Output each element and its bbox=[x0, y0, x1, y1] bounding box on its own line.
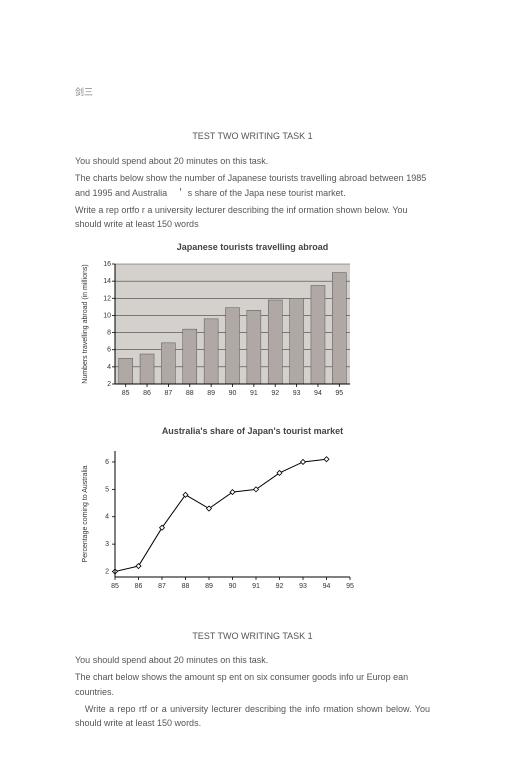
line-chart-svg: 2 3 4 5 6 85 86 87 88 89 90 91 92 93 94 95 Percentage co… bbox=[75, 441, 365, 599]
svg-text:86: 86 bbox=[143, 390, 151, 397]
svg-text:3: 3 bbox=[105, 541, 109, 548]
top-label: 剑三 bbox=[75, 85, 430, 99]
svg-text:14: 14 bbox=[103, 278, 111, 285]
svg-text:93: 93 bbox=[293, 390, 301, 397]
svg-text:91: 91 bbox=[250, 390, 258, 397]
svg-text:93: 93 bbox=[299, 583, 307, 590]
svg-text:6: 6 bbox=[107, 347, 111, 354]
svg-text:85: 85 bbox=[122, 390, 130, 397]
svg-text:88: 88 bbox=[182, 583, 190, 590]
svg-text:4: 4 bbox=[105, 513, 109, 520]
line-chart-title: Australia's share of Japan's tourist mar… bbox=[75, 424, 430, 438]
svg-text:87: 87 bbox=[165, 390, 173, 397]
svg-text:92: 92 bbox=[276, 583, 284, 590]
svg-text:16: 16 bbox=[103, 261, 111, 268]
svg-text:2: 2 bbox=[107, 381, 111, 388]
svg-text:8: 8 bbox=[107, 330, 111, 337]
svg-text:90: 90 bbox=[229, 583, 237, 590]
task2-line3: Write a repo rtf or a university lecture… bbox=[75, 702, 430, 731]
task2-line2: The chart below shows the amount sp ent … bbox=[75, 670, 430, 699]
svg-text:92: 92 bbox=[271, 390, 279, 397]
svg-text:87: 87 bbox=[158, 583, 166, 590]
svg-text:10: 10 bbox=[103, 313, 111, 320]
task1-line1: You should spend about 20 minutes on thi… bbox=[75, 154, 430, 168]
svg-text:86: 86 bbox=[135, 583, 143, 590]
task1-heading: TEST TWO WRITING TASK 1 bbox=[75, 129, 430, 143]
task1-line2: The charts below show the number of Japa… bbox=[75, 171, 430, 200]
svg-text:94: 94 bbox=[314, 390, 322, 397]
bar-chart-container: Japanese tourists travelling abroad 2 4 6 8… bbox=[75, 240, 430, 406]
svg-text:12: 12 bbox=[103, 295, 111, 302]
task2-line1: You should spend about 20 minutes on thi… bbox=[75, 653, 430, 667]
line-chart-container: Australia's share of Japan's tourist mar… bbox=[75, 424, 430, 598]
svg-text:85: 85 bbox=[111, 583, 119, 590]
svg-text:89: 89 bbox=[207, 390, 215, 397]
svg-text:94: 94 bbox=[323, 583, 331, 590]
svg-text:2: 2 bbox=[105, 568, 109, 575]
svg-text:95: 95 bbox=[346, 583, 354, 590]
svg-text:88: 88 bbox=[186, 390, 194, 397]
svg-text:95: 95 bbox=[335, 390, 343, 397]
bar-chart-title: Japanese tourists travelling abroad bbox=[75, 240, 430, 254]
bar-chart-svg: 2 4 6 8 10 12 14 16 85 86 87 88 89 90 91 92 93 94 95 Number… bbox=[75, 256, 365, 406]
svg-text:Numbers travelling abroad (in: Numbers travelling abroad (in millions) bbox=[82, 264, 89, 383]
svg-text:4: 4 bbox=[107, 364, 111, 371]
task1-line3: Write a rep ortfo r a university lecture… bbox=[75, 203, 430, 232]
svg-text:6: 6 bbox=[105, 458, 109, 465]
svg-text:5: 5 bbox=[105, 486, 109, 493]
svg-text:91: 91 bbox=[252, 583, 260, 590]
svg-text:90: 90 bbox=[229, 390, 237, 397]
task2-heading: TEST TWO WRITING TASK 1 bbox=[75, 629, 430, 643]
svg-text:89: 89 bbox=[205, 583, 213, 590]
svg-text:Percentage coming to Australia: Percentage coming to Australia bbox=[82, 465, 89, 562]
